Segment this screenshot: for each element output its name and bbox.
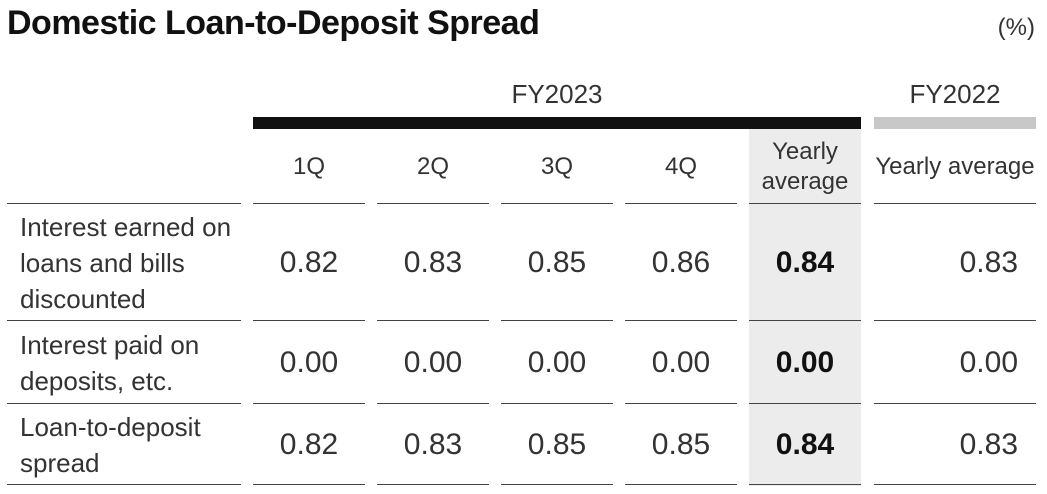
row-divider-1-col-4 <box>625 320 737 321</box>
row-divider-3-col-6 <box>874 484 1036 485</box>
column-header-2: 2Q <box>416 153 449 180</box>
header-divider-col-3 <box>501 203 613 204</box>
group-label-fy2023: FY2023 <box>511 79 603 109</box>
row-label-2: Interest paid on deposits, etc. <box>20 330 200 396</box>
row-divider-3-label <box>7 484 241 485</box>
fy2022-header-bar <box>874 117 1036 129</box>
column-header-3: 3Q <box>540 153 573 180</box>
table-cell: 0.00 <box>651 346 711 379</box>
row-divider-1-col-1 <box>253 320 365 321</box>
table-cell: 0.00 <box>527 346 587 379</box>
row-divider-1-label <box>7 320 241 321</box>
row-label-3: Loan-to-deposit spread <box>20 412 201 478</box>
header-divider-col-1 <box>253 203 365 204</box>
header-divider-col-5 <box>749 203 861 204</box>
header-divider-label <box>7 203 241 204</box>
table-cell: 0.83 <box>403 428 463 461</box>
table-cell: 0.85 <box>527 428 587 461</box>
table-cell: 0.84 <box>775 246 835 279</box>
row-divider-2-col-5 <box>749 403 861 404</box>
row-label-1: Interest earned on loans and bills disco… <box>20 212 232 314</box>
row-divider-1-col-3 <box>501 320 613 321</box>
row-divider-2-label <box>7 403 241 404</box>
column-header-4: 4Q <box>664 153 697 180</box>
row-divider-3-col-4 <box>625 484 737 485</box>
table-cell: 0.84 <box>775 428 835 461</box>
row-divider-2-col-2 <box>377 403 489 404</box>
table-cell: 0.85 <box>527 246 587 279</box>
row-divider-3-col-3 <box>501 484 613 485</box>
column-header-6: Yearly average <box>875 153 1035 180</box>
table-cell: 0.00 <box>959 346 1018 379</box>
row-divider-3-col-5 <box>749 484 861 485</box>
table-cell: 0.85 <box>651 428 711 461</box>
table-cell: 0.83 <box>403 246 463 279</box>
header-divider-col-2 <box>377 203 489 204</box>
table-cell: 0.00 <box>775 346 835 379</box>
row-divider-1-col-2 <box>377 320 489 321</box>
group-label-fy2022: FY2022 <box>909 79 1001 109</box>
table-cell: 0.82 <box>279 428 339 461</box>
row-divider-2-col-3 <box>501 403 613 404</box>
table-cell: 0.00 <box>403 346 463 379</box>
column-header-1: 1Q <box>292 153 325 180</box>
column-header-5: Yearly average <box>761 138 849 195</box>
row-divider-3-col-1 <box>253 484 365 485</box>
row-divider-1-col-5 <box>749 320 861 321</box>
row-divider-2-col-6 <box>874 403 1036 404</box>
table-cell: 0.83 <box>959 428 1018 461</box>
row-divider-3-col-2 <box>377 484 489 485</box>
row-divider-1-col-6 <box>874 320 1036 321</box>
fy2023-header-bar <box>253 117 861 129</box>
row-divider-2-col-1 <box>253 403 365 404</box>
table-cell: 0.82 <box>279 246 339 279</box>
row-divider-2-col-4 <box>625 403 737 404</box>
chart-title: Domestic Loan-to-Deposit Spread <box>7 4 540 42</box>
table-cell: 0.00 <box>279 346 339 379</box>
yearly-average-highlight <box>749 129 861 486</box>
header-divider-col-6 <box>874 203 1036 204</box>
table-cell: 0.83 <box>959 246 1018 279</box>
header-divider-col-4 <box>625 203 737 204</box>
table-cell: 0.86 <box>651 246 711 279</box>
unit-label: (%) <box>997 14 1035 41</box>
